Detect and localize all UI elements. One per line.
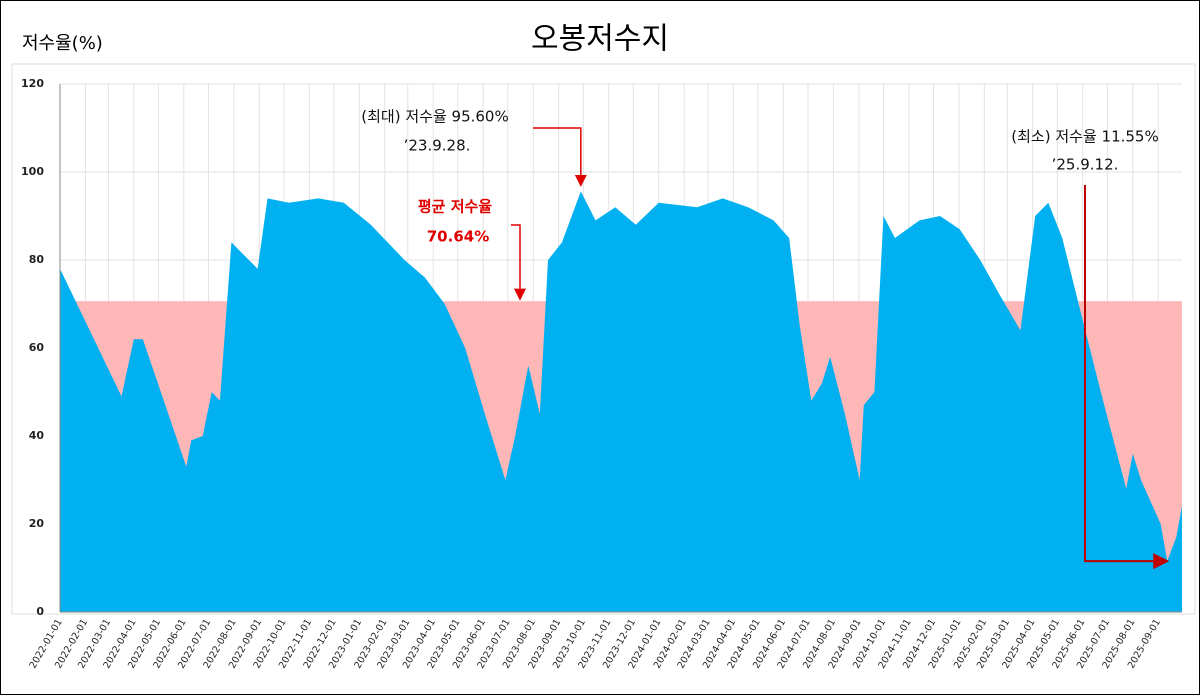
y-tick-label: 120 — [21, 77, 44, 90]
y-tick-label: 60 — [29, 341, 45, 354]
y-axis-label: 저수율(%) — [22, 33, 103, 54]
min-date-label: ’25.9.12. — [1052, 156, 1119, 174]
max-arrow — [533, 127, 587, 187]
plot-frame — [11, 63, 1196, 615]
average-value-label: 70.64% — [427, 228, 489, 246]
y-tick-label: 80 — [29, 253, 45, 266]
max-date-label: ’23.9.28. — [404, 137, 471, 155]
y-tick-label: 100 — [21, 165, 44, 178]
chart-title: 오봉저수지 — [531, 22, 669, 57]
average-label: 평균 저수율 — [418, 198, 492, 216]
min-arrow — [1084, 185, 1170, 570]
y-tick-label: 20 — [29, 517, 45, 530]
y-tick-label: 0 — [36, 605, 44, 618]
area — [60, 191, 1182, 613]
y-tick-label: 40 — [29, 429, 45, 442]
max-label: (최대) 저수율 95.60% — [361, 108, 508, 126]
average-arrow — [511, 224, 526, 301]
min-label: (최소) 저수율 11.55% — [1011, 128, 1158, 146]
